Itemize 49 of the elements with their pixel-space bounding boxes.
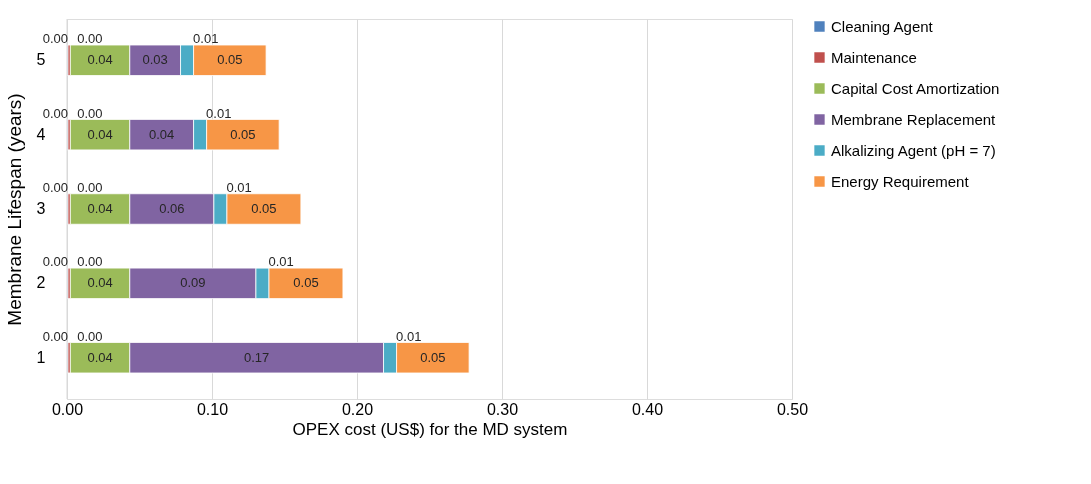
data-label: 0.04 — [87, 349, 113, 365]
legend-label: Membrane Replacement — [831, 110, 997, 128]
data-label: 0.00 — [77, 180, 103, 195]
y-tick-label: 1 — [36, 348, 46, 366]
x-tick-label: 0.20 — [341, 400, 374, 418]
y-tick-label: 4 — [36, 125, 46, 143]
data-label: 0.04 — [87, 52, 113, 68]
y-tick-label: 5 — [36, 51, 46, 69]
data-label: 0.05 — [293, 275, 319, 291]
x-tick-label: 0.10 — [196, 400, 229, 418]
legend-label: Alkalizing Agent (pH = 7) — [831, 141, 996, 159]
data-label: 0.04 — [87, 275, 113, 291]
data-label: 0.01 — [206, 105, 232, 121]
data-label: 0.04 — [149, 126, 175, 142]
x-tick-label: 0.50 — [776, 400, 809, 418]
data-label: 0.00 — [77, 105, 103, 121]
data-label: 0.05 — [420, 349, 446, 365]
data-label: 0.01 — [226, 180, 252, 195]
data-label: 0.00 — [42, 254, 68, 270]
y-tick-label: 2 — [36, 274, 46, 292]
data-label: 0.01 — [396, 328, 422, 344]
data-label: 0.00 — [42, 328, 68, 344]
legend-label: Cleaning Agent — [831, 17, 934, 35]
data-label: 0.03 — [142, 52, 168, 68]
data-label: 0.00 — [42, 180, 68, 195]
x-tick-label: 0.40 — [631, 400, 664, 418]
x-tick-label: 0.00 — [51, 400, 84, 418]
data-label: 0.01 — [268, 254, 294, 270]
legend-label: Energy Requirement — [831, 172, 970, 190]
data-label: 0.00 — [77, 31, 103, 47]
data-label: 0.00 — [77, 254, 103, 270]
data-label: 0.00 — [42, 31, 68, 47]
data-label: 0.05 — [230, 126, 256, 142]
data-label: 0.06 — [159, 201, 185, 216]
data-label: 0.09 — [180, 275, 206, 291]
y-axis-title: Membrane Lifespan (years) — [3, 93, 25, 326]
legend-label: Capital Cost Amortization — [831, 79, 1000, 97]
data-label: 0.00 — [42, 105, 68, 121]
data-label: 0.04 — [87, 201, 113, 216]
legend-label: Maintenance — [831, 48, 917, 66]
data-label: 0.01 — [193, 31, 219, 47]
y-tick-label: 3 — [36, 200, 46, 217]
x-tick-label: 0.30 — [486, 400, 519, 418]
data-label: 0.05 — [217, 52, 243, 68]
x-axis-title: OPEX cost (US$) for the MD system — [292, 419, 568, 439]
data-label: 0.05 — [251, 201, 277, 216]
data-label: 0.04 — [87, 126, 113, 142]
data-label: 0.17 — [244, 349, 270, 365]
data-label: 0.00 — [77, 328, 103, 344]
